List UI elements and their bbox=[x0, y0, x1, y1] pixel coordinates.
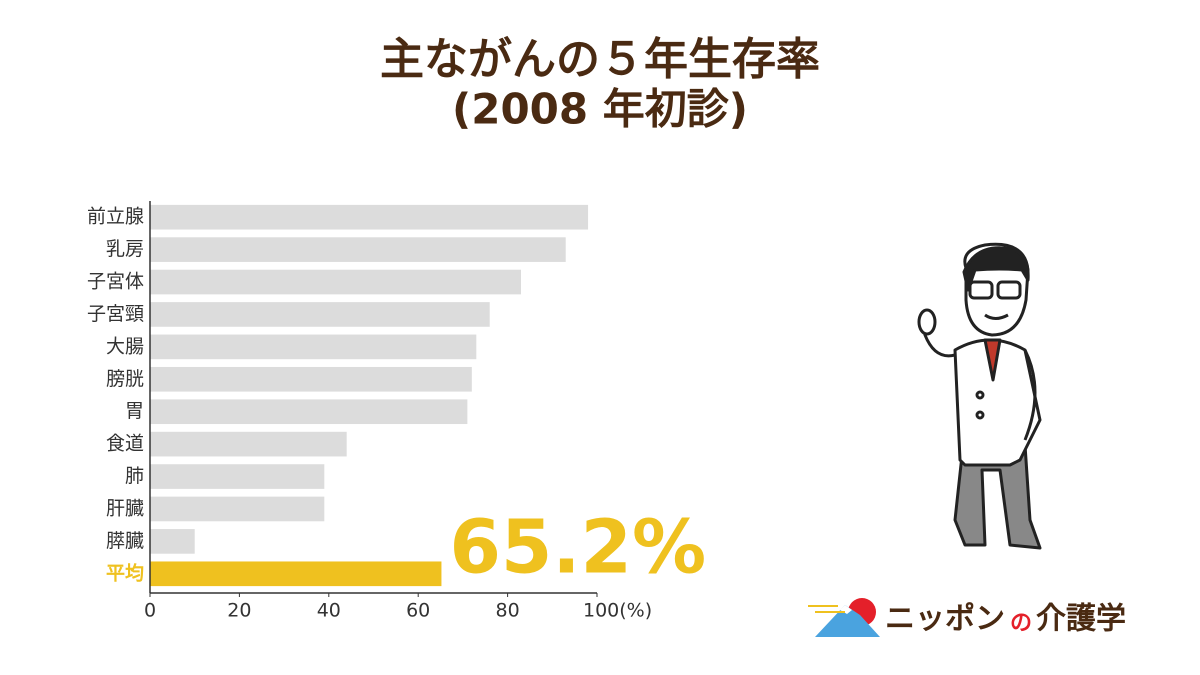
y-tick-label: 胃 bbox=[125, 400, 144, 422]
bar bbox=[150, 237, 566, 262]
x-tick-label: 60 bbox=[406, 600, 430, 622]
logo-brand: ニッポン bbox=[885, 602, 1005, 637]
bar bbox=[150, 561, 442, 587]
y-tick-label: 大腸 bbox=[106, 335, 144, 357]
bar bbox=[150, 399, 468, 425]
x-tick-label: 0 bbox=[144, 600, 156, 622]
y-tick-label: 肺 bbox=[125, 465, 144, 487]
y-tick-label: 前立腺 bbox=[87, 206, 144, 228]
bar bbox=[150, 302, 490, 327]
bar bbox=[150, 334, 477, 360]
y-tick-label: 子宮頸 bbox=[87, 303, 144, 325]
logo-name: 介護学 bbox=[1036, 602, 1126, 637]
chart-title: 主ながんの５年生存率 bbox=[380, 34, 820, 85]
logo-particle: の bbox=[1010, 611, 1032, 636]
bar bbox=[150, 431, 347, 457]
y-tick-label: 子宮体 bbox=[87, 271, 144, 293]
y-tick-label: 膵臓 bbox=[106, 530, 144, 552]
logo-snow bbox=[840, 605, 852, 614]
y-tick-label: 膀胱 bbox=[106, 368, 144, 390]
y-tick-label: 乳房 bbox=[106, 238, 144, 260]
y-tick-label: 食道 bbox=[106, 433, 144, 455]
bar bbox=[150, 204, 589, 230]
logo-mountain bbox=[815, 605, 880, 637]
x-tick-label: 80 bbox=[496, 600, 520, 622]
bar bbox=[150, 529, 195, 554]
bar bbox=[150, 366, 472, 392]
y-tick-label: 平均 bbox=[106, 561, 144, 584]
doctor-illustration bbox=[917, 242, 1042, 550]
chart-subtitle: (2008 年初診) bbox=[452, 85, 748, 134]
x-tick-label: 40 bbox=[317, 600, 341, 622]
value-label: 65.2% bbox=[449, 504, 706, 590]
x-tick-label: 20 bbox=[227, 600, 251, 622]
logo: ニッポン の 介護学 bbox=[808, 598, 1126, 637]
bar bbox=[150, 464, 325, 489]
x-tick-label: 100(%) bbox=[583, 600, 652, 622]
y-tick-label: 肝臓 bbox=[106, 497, 144, 519]
bar bbox=[150, 269, 522, 295]
bar bbox=[150, 496, 325, 522]
